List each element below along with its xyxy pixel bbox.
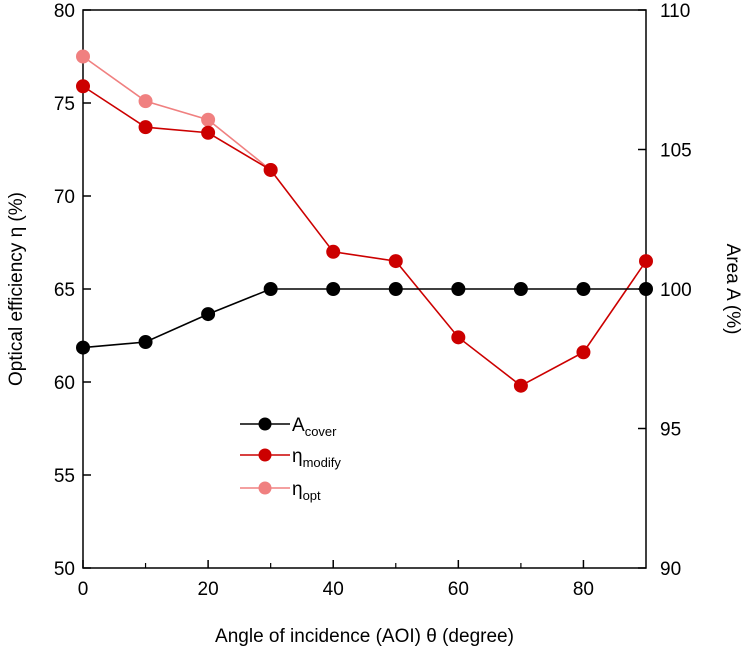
data-point-modify: [138, 120, 153, 135]
plot-area: 0 20 40 60 80 50 55 60 65 70 75 80 90 95 100 105 110 Angl…: [6, 1, 743, 647]
legend-label: ηopt: [292, 479, 321, 503]
series-line-opt: [82, 55, 272, 171]
data-point-modify: [263, 162, 278, 177]
legend-marker: [258, 417, 272, 431]
legend-item-opt: ηopt: [240, 479, 321, 503]
data-point-cover: [576, 282, 591, 296]
data-point-opt: [201, 112, 216, 127]
legend-marker: [258, 481, 272, 495]
legend-label: ηmodify: [292, 446, 341, 470]
data-point-cover: [451, 282, 466, 296]
data-point-modify: [639, 254, 653, 269]
legend-item-cover: Acover: [240, 415, 337, 439]
data-point-cover: [326, 282, 341, 296]
data-point-cover: [388, 282, 403, 296]
series-line-cover: [82, 288, 646, 349]
y-tick-label: 65: [54, 280, 75, 301]
x-tick-label: 40: [323, 579, 344, 600]
data-point-modify: [388, 254, 403, 269]
x-tick-label: 0: [78, 579, 89, 600]
data-point-cover: [76, 340, 90, 355]
y-tick-label: 75: [54, 94, 75, 115]
y-tick-label: 80: [54, 1, 75, 22]
data-point-modify: [451, 330, 466, 345]
y-tick-label: 60: [54, 373, 75, 394]
y2-axis-title: Area A (%): [722, 244, 743, 335]
data-point-cover: [201, 307, 216, 322]
x-axis-title: Angle of incidence (AOI) θ (degree): [215, 626, 514, 647]
data-point-opt: [76, 49, 90, 64]
data-point-cover: [513, 282, 528, 296]
y2-tick-label: 100: [660, 280, 692, 301]
x-tick-label: 60: [448, 579, 469, 600]
x-tick-label: 80: [573, 579, 594, 600]
y2-tick-label: 110: [660, 1, 690, 22]
y-tick-label: 55: [54, 466, 75, 487]
data-point-cover: [138, 335, 153, 350]
y-tick-label: 50: [54, 559, 75, 580]
data-point-modify: [201, 125, 216, 140]
series-line-modify: [82, 85, 647, 387]
y-tick-label: 70: [54, 187, 75, 208]
data-point-modify: [513, 378, 528, 393]
data-point-modify: [76, 79, 90, 94]
y2-tick-label: 90: [660, 559, 681, 580]
x-tick-label: 20: [198, 579, 219, 600]
y2-tick-label: 105: [660, 141, 692, 162]
y-axis-title: Optical efficiency η (%): [6, 192, 27, 386]
legend-marker: [258, 448, 272, 462]
data-point-opt: [138, 94, 153, 109]
legend-item-modify: ηmodify: [240, 446, 341, 470]
data-point-cover: [263, 282, 278, 296]
legend-label: Acover: [292, 415, 337, 439]
y2-tick-label: 95: [660, 420, 681, 441]
data-point-cover: [639, 282, 653, 296]
data-point-modify: [326, 244, 341, 259]
data-point-modify: [576, 345, 591, 360]
